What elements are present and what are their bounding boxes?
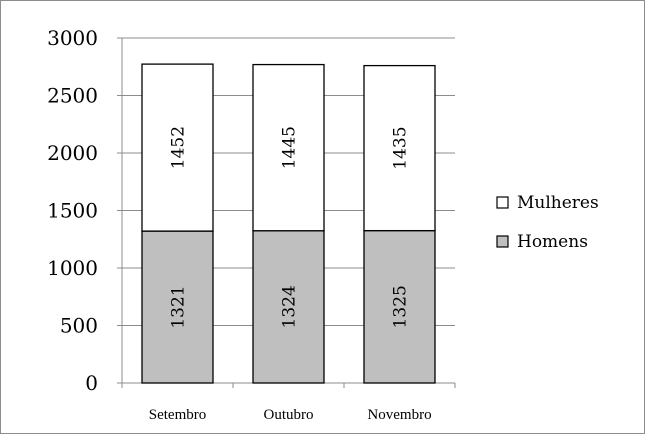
bar-mulheres-outubro — [252, 63, 325, 232]
legend-swatch-mulheres — [496, 196, 509, 209]
axes: 0 500 1000 1500 2000 2500 3000 Setembro Outubro N… — [47, 26, 456, 423]
y-tick-label: 3000 — [47, 26, 98, 50]
y-tick-label: 2500 — [47, 84, 98, 108]
y-tick-label: 2000 — [47, 141, 98, 165]
bar-homens-setembro — [141, 230, 214, 384]
data-label: 1324 — [280, 285, 300, 328]
data-label: 1321 — [169, 285, 189, 328]
data-label: 1325 — [391, 285, 411, 328]
bars — [141, 63, 436, 384]
data-label: 1435 — [391, 126, 411, 169]
y-tick-label: 1000 — [47, 256, 98, 280]
y-tick-label: 500 — [60, 314, 98, 338]
legend-label-mulheres: Mulheres — [517, 193, 599, 213]
y-tick-label: 1500 — [47, 199, 98, 223]
x-category-label: Outubro — [264, 407, 314, 423]
bar-mulheres-setembro — [141, 63, 214, 232]
y-tick-label: 0 — [85, 371, 98, 395]
bar-homens-novembro — [363, 229, 436, 384]
data-label: 1452 — [169, 126, 189, 169]
bar-mulheres-novembro — [363, 64, 436, 232]
data-labels: 1321 1452 1324 1445 1325 1435 — [169, 126, 411, 329]
legend-label-homens: Homens — [517, 232, 588, 252]
x-category-label: Novembro — [367, 407, 431, 423]
data-label: 1445 — [280, 126, 300, 169]
legend: Mulheres Homens — [496, 193, 599, 252]
x-category-label: Setembro — [149, 407, 207, 423]
legend-swatch-homens — [496, 235, 509, 248]
